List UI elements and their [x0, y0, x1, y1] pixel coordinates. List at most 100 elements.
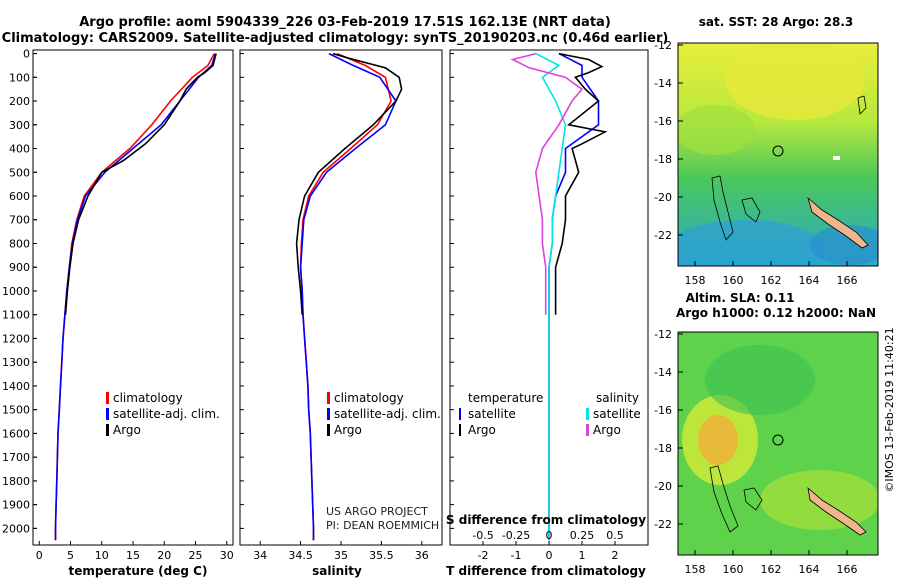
depth-tick-label: 1400: [2, 380, 30, 393]
salinity-lines: [295, 52, 403, 541]
legend-swatch-argo: [106, 424, 109, 436]
copyright-stamp: ©IMOS 13-Feb-2019 11:40:21: [883, 327, 896, 492]
temperature-legend: climatology satellite-adj. clim. Argo: [106, 391, 220, 437]
sst-map: sat. SST: 28 Argo: 28.3 158 160 162 164 166 …: [654, 15, 879, 287]
map-y-tick-label: -16: [654, 404, 672, 417]
legend-swatch-s-argo: [586, 424, 589, 436]
depth-tick-label: 100: [9, 71, 30, 84]
map-y-tick-label: -20: [654, 191, 672, 204]
satellite-adj-line: [54, 53, 217, 541]
x-tick-label: 30: [220, 549, 234, 562]
x-tick-label: 0: [546, 549, 553, 562]
map-x-tick-label: 162: [761, 563, 782, 576]
new-caledonia-land: [807, 196, 869, 249]
profile-location-marker: [772, 145, 784, 157]
map-y-tick-label: -22: [654, 229, 672, 242]
legend-swatch-s-satellite: [586, 408, 589, 420]
x-tick-label: 2: [612, 549, 619, 562]
depth-tick-label: 1700: [2, 451, 30, 464]
map-x-tick-label: 160: [723, 274, 744, 287]
argo-line: [64, 53, 217, 315]
legend-label-t-satellite: satellite: [468, 407, 516, 421]
reef-contour: [711, 175, 734, 241]
reef-contour: [741, 197, 761, 223]
legend-label-s-argo: Argo: [593, 423, 621, 437]
x-tick-label: 1: [579, 549, 586, 562]
sla-map-subtitle: Argo h1000: 0.12 h2000: NaN: [676, 306, 876, 320]
figure-subtitle: Climatology: CARS2009. Satellite-adjuste…: [2, 31, 669, 46]
sla-map-title: Altim. SLA: 0.11: [686, 291, 795, 305]
depth-tick-label: 800: [9, 237, 30, 250]
difference-lines: [510, 52, 608, 541]
legend-swatch-satellite: [327, 408, 330, 420]
salinity-legend: climatology satellite-adj. clim. Argo: [327, 391, 441, 437]
depth-tick-label: 600: [9, 190, 30, 203]
depth-tick-label: 400: [9, 143, 30, 156]
salinity-panel: 34 34.5 35 35.5 36 salinity climatology sate…: [239, 49, 443, 578]
sst-mid-patch: [678, 105, 755, 155]
legend-label-climatology: climatology: [113, 391, 183, 405]
map-x-tick-label: 160: [723, 563, 744, 576]
depth-tick-label: 1100: [2, 309, 30, 322]
map-y-tick-label: -16: [654, 115, 672, 128]
sla-low-patch: [705, 345, 815, 415]
map-y-tick-label: -18: [654, 153, 672, 166]
salinity-x-ticks: 34 34.5 35 35.5 36: [240, 53, 429, 562]
x-tick-label: 35.5: [369, 549, 394, 562]
map-y-tick-label: -12: [654, 328, 672, 341]
pi-credit: PI: DEAN ROEMMICH: [326, 519, 439, 532]
sst-missing-pixel: [833, 156, 840, 160]
map-x-tick-label: 166: [837, 563, 858, 576]
sla-map-frame: [677, 331, 879, 556]
sla-map-x-ticks: 158 160 162 164 166: [685, 550, 858, 576]
legend-label-argo: Argo: [334, 423, 362, 437]
difference-legend: temperature satellite Argo salinity sate…: [459, 391, 641, 437]
sst-cool-patch: [810, 225, 878, 265]
map-y-tick-label: -20: [654, 480, 672, 493]
map-y-tick-label: -18: [654, 442, 672, 455]
x-tick-label: 25: [189, 549, 203, 562]
x-tick-label: 10: [95, 549, 109, 562]
depth-tick-label: 700: [9, 214, 30, 227]
depth-tick-label: 300: [9, 119, 30, 132]
difference-x-ticks: -2 -1 0 1 2: [450, 53, 619, 562]
depth-tick-label: 1500: [2, 404, 30, 417]
depth-tick-label: 1900: [2, 499, 30, 512]
sst-map-frame: [677, 42, 879, 267]
x-tick-label: 34.5: [288, 549, 313, 562]
legend-label-satellite: satellite-adj. clim.: [113, 407, 220, 421]
map-y-tick-label: -12: [654, 39, 672, 52]
s-diff-tick-label: 0.25: [570, 529, 595, 542]
x-tick-label: 20: [157, 549, 171, 562]
t-satellite-diff-line: [548, 52, 600, 541]
reef-contour: [743, 487, 763, 511]
x-tick-label: 15: [126, 549, 140, 562]
legend-label-argo: Argo: [113, 423, 141, 437]
x-tick-label: 0: [36, 549, 43, 562]
s-argo-diff-line: [510, 52, 584, 315]
sst-cool-patch: [678, 220, 825, 266]
sst-warm-patch: [725, 43, 865, 120]
depth-tick-label: 900: [9, 261, 30, 274]
depth-tick-label: 500: [9, 166, 30, 179]
temperature-xlabel: temperature (deg C): [69, 564, 208, 578]
legend-swatch-argo: [327, 424, 330, 436]
map-x-tick-label: 166: [837, 274, 858, 287]
legend-swatch-t-argo: [459, 424, 461, 436]
sla-peak-patch: [698, 415, 738, 465]
reef-contour: [857, 95, 867, 115]
temperature-axes-frame: [32, 49, 234, 546]
sla-map-y-ticks: -12 -14 -16 -18 -20 -22: [654, 328, 683, 531]
map-y-tick-label: -14: [654, 366, 672, 379]
salinity-axes-frame: [239, 49, 443, 546]
sla-map: Altim. SLA: 0.11 Argo h1000: 0.12 h2000:…: [654, 291, 879, 576]
legend-title-temperature: temperature: [468, 391, 543, 405]
map-y-tick-label: -22: [654, 518, 672, 531]
climatology-line: [299, 52, 392, 541]
s-diff-tick-label: -0.5: [472, 529, 493, 542]
x-tick-label: 35: [334, 549, 348, 562]
temperature-lines: [54, 53, 217, 541]
s-diff-tick-label: -0.25: [502, 529, 530, 542]
map-x-tick-label: 162: [761, 274, 782, 287]
